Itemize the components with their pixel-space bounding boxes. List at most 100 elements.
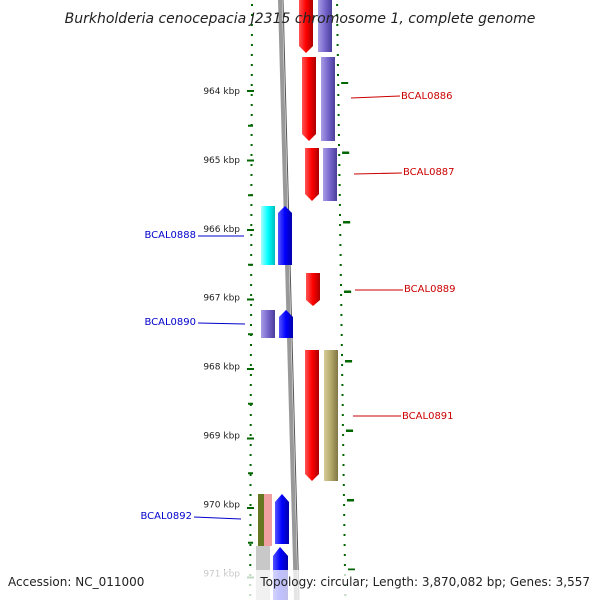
major-tick-right [347,568,355,571]
ruler-dot [249,364,252,366]
ruler-dot [343,564,346,566]
major-tick-left [247,159,254,162]
gene-label-bcal0891[interactable]: BCAL0891 [402,411,454,422]
major-tick-left [247,90,254,92]
minor-tick-left [248,541,253,544]
ruler-dot [343,544,346,546]
ruler-dot [336,44,339,46]
ruler-dot [249,374,252,376]
gene-bcal0890-feature-purple [261,310,275,338]
ruler-dot [249,474,252,476]
ruler-dot [250,204,253,206]
ruler-dot [250,34,253,36]
gene-label-bcal0890[interactable]: BCAL0890 [144,317,196,328]
gene-bcal0885-arrow [299,0,313,53]
major-tick-right [342,151,350,154]
ruler-dot [250,164,253,166]
ruler-dot [251,4,253,6]
ruler-dot [250,24,253,26]
ruler-dot [251,14,253,16]
ruler-dot [250,244,253,246]
ruler-dot [249,354,252,356]
gene-bcal0887-feature-purple [323,148,337,201]
ruler-dot [338,154,341,156]
ruler-dot [249,454,252,456]
gene-bcal0889-arrow [306,273,320,306]
ruler-dot [336,4,339,6]
ruler-dot [337,84,340,86]
ruler-dot [343,554,346,556]
ruler-dot [338,204,341,206]
ruler-dot [340,324,343,326]
forward-strand-genes [299,0,338,481]
ruler-dot [343,534,346,536]
ruler-dot [250,344,252,346]
gene-label-bcal0889[interactable]: BCAL0889 [404,284,456,295]
ruler-dot [338,174,341,176]
chromosome-backbone-edge [282,0,300,600]
ruler-dot [250,214,253,216]
ruler-dot [341,354,343,356]
ruler-dot [340,294,343,296]
tick-label: 966 kbp [203,225,240,235]
ruler-dot [250,44,253,46]
major-tick-right [343,221,351,223]
ruler-dot [249,554,252,556]
ruler-dot [336,34,339,36]
ruler-dot [340,284,342,286]
ruler-dot [342,474,345,476]
ruler-dot [336,64,339,66]
minor-tick-left [248,124,253,127]
accession-text: Accession: NC_011000 [8,575,144,589]
scale-rulers [247,4,355,596]
gene-bcal0886-arrow [302,57,316,141]
gene-bcal0891-arrow [305,350,319,481]
ruler-dot [249,444,252,446]
tick-label: 965 kbp [203,156,240,166]
ruler-dot [341,374,344,376]
major-tick-right [346,429,354,432]
gene-label-bcal0892[interactable]: BCAL0892 [140,511,192,522]
ruler-dot [340,334,343,336]
ruler-dot [250,94,253,96]
major-tick-left [247,229,254,231]
ruler-dot [341,414,344,416]
ruler-dot [343,504,346,506]
major-tick-left [247,507,254,509]
leader-bcal0892 [193,516,242,520]
leader-bcal0887 [353,172,403,175]
major-tick-right [341,82,349,84]
scale-tick-labels: 964 kbp 965 kbp 966 kbp 967 kbp 968 kbp 969 k… [203,87,240,579]
ruler-dot [342,464,345,466]
ruler-dot [250,144,253,146]
ruler-dot [250,104,253,106]
major-tick-right [344,290,352,293]
ruler-dot [249,404,252,406]
gene-label-bcal0886[interactable]: BCAL0886 [401,91,453,102]
ruler-dot [337,124,340,126]
gene-label-bcal0888[interactable]: BCAL0888 [144,230,196,241]
ruler-dot [249,514,252,516]
ruler-dot [250,174,253,176]
ruler-dot [250,224,253,226]
major-tick-right [347,499,354,501]
ruler-dot [336,14,339,16]
ruler-dot [343,514,346,516]
gene-bcal0892-feature-olive [258,494,264,546]
ruler-dot [342,434,345,436]
ruler-dot [250,284,253,286]
ruler-dot [250,54,253,56]
ruler-dot [338,194,341,196]
gene-bcal0885-feature-purple [318,0,332,52]
ruler-dot [249,524,252,526]
ruler-dot [249,484,252,486]
gene-bcal0886-feature-purple [321,57,335,141]
ruler-dot [337,114,340,116]
gene-label-bcal0887[interactable]: BCAL0887 [403,167,455,178]
ruler-dot [250,314,253,316]
ruler-dot [340,304,343,306]
tick-label: 970 kbp [203,500,240,510]
ruler-dot [339,244,342,246]
gene-bcal0890-arrow [279,310,293,338]
ruler-dot [342,444,345,446]
